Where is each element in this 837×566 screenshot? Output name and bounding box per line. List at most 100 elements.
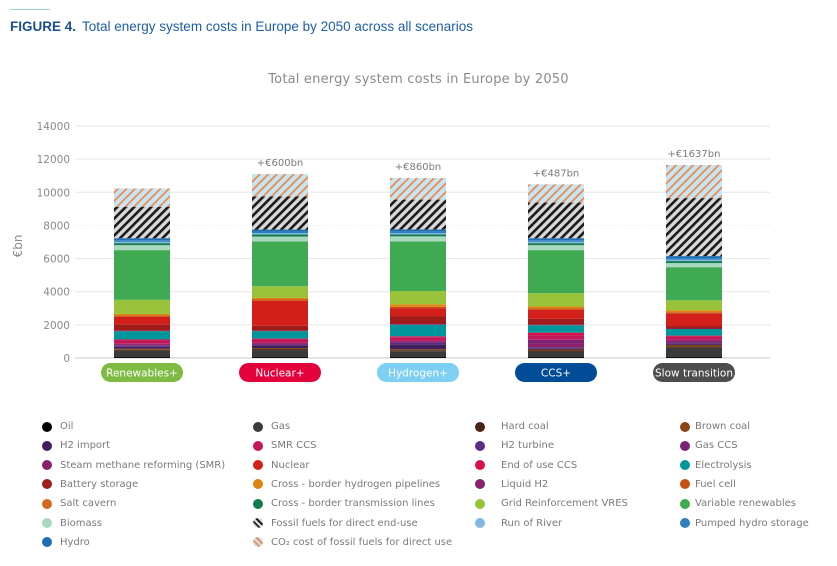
bar-segment: H2 turbine: 60 bbox=[252, 344, 308, 346]
bar-segment: Hard coal: 60 bbox=[390, 350, 446, 352]
legend-item: Battery storage bbox=[42, 479, 138, 490]
bar-segment: Brown coal: 60 bbox=[114, 348, 170, 350]
legend-item: Gas CCS bbox=[680, 440, 738, 451]
bar-segment: SMR CCS: 200 bbox=[114, 340, 170, 344]
chart-title: Total energy system costs in Europe by 2… bbox=[268, 72, 569, 87]
bar-segment: Gas CCS: 40 bbox=[390, 340, 446, 342]
bar-segment: Gas: 350 bbox=[390, 351, 446, 358]
legend-item: Run of River bbox=[475, 518, 562, 529]
bar-segment: Fossil fuels for direct end-use: 2000 bbox=[252, 196, 308, 230]
legend-swatch-icon bbox=[253, 518, 263, 528]
legend-label: End of use CCS bbox=[501, 459, 578, 471]
x-category-label: Slow transition bbox=[655, 368, 733, 380]
legend-label: Gas CCS bbox=[695, 440, 738, 452]
bar-segment: CO₂ cost of fossil fuels for direct use:… bbox=[528, 184, 584, 203]
legend-label: Steam methane reforming (SMR) bbox=[60, 459, 226, 471]
bar-segment: CO₂ cost of fossil fuels for direct use:… bbox=[666, 164, 722, 199]
bar-segment: SMR CCS: 200 bbox=[252, 339, 308, 343]
bar-segment: Cross - border transmission lines: 120 bbox=[252, 234, 308, 237]
category-pill bbox=[377, 363, 459, 382]
legend-swatch-icon bbox=[42, 421, 52, 432]
bar-segment: Variable renewables: 2700 bbox=[252, 241, 308, 287]
bar-segment: Battery storage: 350 bbox=[528, 318, 584, 325]
bar-segment: End of use CCS: 60 bbox=[252, 338, 308, 340]
bar-segment: Cross - border hydrogen pipelines: 120 bbox=[528, 306, 584, 309]
legend-swatch-icon bbox=[680, 518, 690, 528]
legend-label: Grid Reinforcement VRES bbox=[501, 498, 628, 510]
category-pill bbox=[515, 363, 597, 382]
bar-segment: Cross - border hydrogen pipelines: 100 bbox=[114, 313, 170, 316]
bar-segment: H2 import: 80 bbox=[528, 348, 584, 350]
bar-segment: Oil: 60 bbox=[252, 357, 308, 358]
figure-caption-text: Total energy system costs in Europe by 2… bbox=[82, 19, 473, 34]
bar-segment: Battery storage: 300 bbox=[252, 325, 308, 331]
legend-swatch-icon bbox=[253, 537, 263, 548]
legend-item: Nuclear bbox=[253, 460, 310, 471]
legend-swatch-icon bbox=[42, 440, 52, 451]
legend-label: Electrolysis bbox=[695, 459, 752, 471]
bar-segment: Grid Reinforcement VRES: 850 bbox=[114, 299, 170, 314]
bar-segment: Nuclear: 480 bbox=[390, 308, 446, 317]
legend-label: Battery storage bbox=[60, 478, 139, 490]
legend-item: End of use CCS bbox=[475, 460, 577, 471]
bar-segment: Variable renewables: 3000 bbox=[114, 250, 170, 300]
bar-segment: Biomass: 300 bbox=[528, 245, 584, 251]
legend-label: Liquid H2 bbox=[501, 478, 549, 490]
bar-annotation: +€487bn bbox=[533, 168, 580, 179]
y-tick-label: 4000 bbox=[43, 287, 70, 299]
bar-segment: End of use CCS: 60 bbox=[390, 336, 446, 338]
legend-label: Fossil fuels for direct end-use bbox=[271, 517, 418, 529]
bar-segment: H2 turbine: 40 bbox=[666, 342, 722, 344]
legend-item: Biomass bbox=[42, 518, 102, 529]
category-pill bbox=[239, 363, 321, 382]
bar-segment: Biomass: 300 bbox=[252, 236, 308, 242]
bar-segment: H2 import: 150 bbox=[252, 345, 308, 349]
bar-segment: H2 import: 300 bbox=[390, 344, 446, 350]
legend-item: Fuel cell bbox=[680, 479, 736, 490]
y-tick-label: 14000 bbox=[37, 121, 70, 133]
legend-swatch-icon bbox=[42, 537, 52, 548]
bar-annotation: +€860bn bbox=[395, 162, 442, 173]
bar-segment: Steam methane reforming (SMR): 80 bbox=[114, 344, 170, 346]
bar-segment: Fossil fuels for direct end-use: 1900 bbox=[114, 206, 170, 239]
bar-segment: Pumped hydro storage: 100 bbox=[252, 231, 308, 234]
bar-segment: Hydro: 120 bbox=[114, 238, 170, 241]
bar-segment: Biomass: 250 bbox=[666, 263, 722, 268]
bar-segment: Gas: 380 bbox=[114, 350, 170, 358]
bar-stack: Oil: 60Gas: 380Hard coal: 60Brown coal: … bbox=[114, 188, 170, 358]
bar-segment: Fossil fuels for direct end-use: 3500 bbox=[666, 198, 722, 257]
figure-caption: FIGURE 4. Total energy system costs in Eu… bbox=[10, 19, 473, 34]
legend-swatch-icon bbox=[42, 518, 52, 528]
legend-label: Hard coal bbox=[501, 421, 549, 432]
legend-item: Electrolysis bbox=[680, 460, 752, 471]
bar-segment: CO₂ cost of fossil fuels for direct use:… bbox=[390, 178, 446, 200]
y-tick-label: 6000 bbox=[43, 254, 70, 266]
legend-item: H2 import bbox=[42, 440, 110, 451]
legend-item: Liquid H2 bbox=[475, 479, 548, 490]
legend-label: SMR CCS bbox=[271, 440, 317, 452]
bar-segment: H2 import: 100 bbox=[666, 343, 722, 345]
bar-segment: Gas: 330 bbox=[528, 351, 584, 358]
bar-stack: Oil: 60Gas: 330Hard coal: 60Brown coal: … bbox=[528, 184, 584, 358]
y-tick-label: 12000 bbox=[37, 154, 70, 166]
category-pill bbox=[653, 363, 735, 382]
legend-item: Variable renewables bbox=[680, 498, 796, 509]
legend-swatch-icon bbox=[475, 518, 485, 528]
decorative-rule bbox=[10, 9, 50, 10]
bar-segment: Brown coal: 60 bbox=[390, 349, 446, 351]
bar-segment: Hydro: 120 bbox=[528, 238, 584, 241]
bar-segment: Pumped hydro storage: 100 bbox=[666, 258, 722, 260]
x-category-label: CCS+ bbox=[541, 368, 571, 380]
bar-segment: Variable renewables: 2600 bbox=[528, 250, 584, 294]
legend-item: Brown coal bbox=[680, 421, 750, 432]
bar-segment: Steam methane reforming (SMR): 250 bbox=[528, 343, 584, 348]
bar-segment: Electrolysis: 450 bbox=[252, 331, 308, 339]
bar-segment: Pumped hydro storage: 100 bbox=[390, 231, 446, 234]
bar-segment: Hydro: 120 bbox=[666, 256, 722, 259]
category-pill bbox=[101, 363, 183, 382]
legend-label: Gas bbox=[271, 421, 291, 432]
legend-label: Oil bbox=[60, 421, 74, 432]
bar-segment: Nuclear: 450 bbox=[114, 316, 170, 325]
legend-item: Grid Reinforcement VRES bbox=[475, 498, 628, 509]
bar-segment: Biomass: 300 bbox=[114, 245, 170, 251]
